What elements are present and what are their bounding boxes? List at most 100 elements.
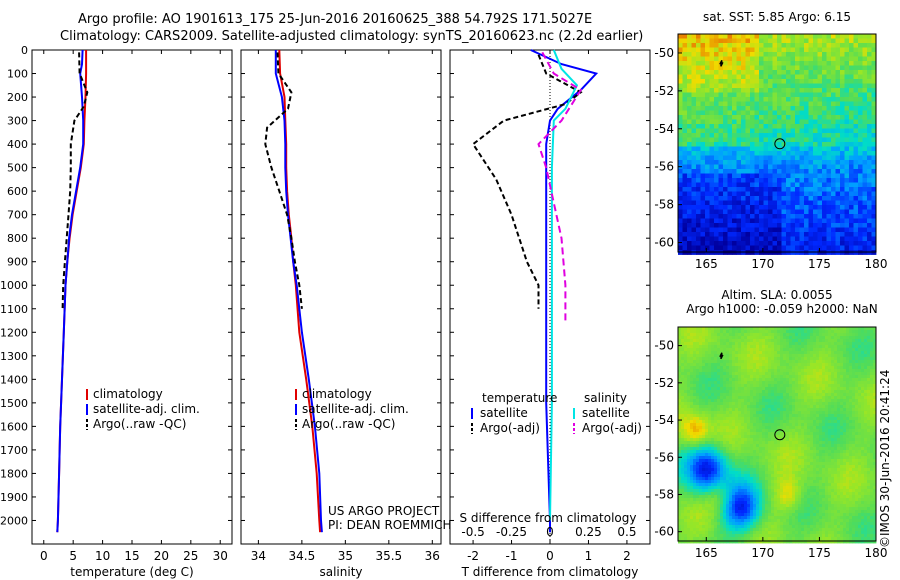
map-cell (709, 97, 715, 102)
map-cell (846, 393, 850, 397)
map-cell (723, 196, 728, 201)
map-cell (840, 196, 845, 201)
map-cell (696, 151, 701, 156)
map-cell (714, 83, 719, 89)
map-cell (696, 399, 700, 403)
map-cell (858, 191, 863, 197)
map-cell (819, 429, 823, 433)
map-cell (720, 423, 724, 427)
map-cell (870, 366, 874, 370)
map-cell (789, 402, 793, 406)
map-cell (763, 133, 769, 138)
map-cell (745, 182, 751, 188)
map-cell (768, 336, 772, 340)
map-cell (795, 369, 799, 373)
map-cell (678, 390, 682, 394)
map-cell (699, 390, 703, 394)
map-cell (826, 70, 832, 75)
map-cell (759, 354, 763, 358)
map-cell (813, 384, 817, 388)
map-cell (718, 218, 724, 224)
map-cell (754, 142, 760, 147)
map-cell (678, 426, 682, 430)
map-cell (792, 432, 796, 436)
map-cell (861, 438, 865, 442)
map-cell (700, 65, 706, 71)
map-cell (798, 408, 802, 412)
map-cell (795, 441, 799, 445)
map-cell (837, 327, 841, 331)
y-tick-label: 100 (7, 68, 28, 81)
map-cell (781, 133, 787, 138)
map-cell (700, 146, 706, 152)
map-cell (687, 83, 692, 89)
map-cell (801, 366, 805, 370)
map-cell (678, 169, 683, 174)
map-cell (756, 432, 760, 436)
map-cell (765, 381, 769, 385)
map-cell (862, 187, 868, 192)
map-cell (786, 56, 791, 62)
map-cell (808, 56, 814, 62)
map-cell (750, 441, 754, 445)
map-cell (696, 342, 700, 346)
map-cell (798, 360, 802, 364)
map-cell (735, 348, 739, 352)
map-cell (735, 390, 739, 394)
map-cell (741, 61, 746, 66)
map-cell (862, 218, 868, 224)
map-cell (837, 345, 841, 349)
map-cell (750, 169, 755, 174)
map-cell (835, 191, 841, 197)
map-cell (732, 142, 737, 147)
map-cell (705, 133, 710, 138)
map-cell (840, 218, 845, 224)
map-cell (777, 227, 782, 233)
map-cell (691, 142, 697, 147)
map-cell (798, 339, 802, 343)
map-cell (849, 236, 854, 242)
map-cell (819, 330, 823, 334)
map-cell (759, 160, 764, 165)
map-cell (741, 423, 745, 427)
map-cell (849, 124, 854, 129)
map-cell (844, 65, 850, 71)
map-cell (867, 178, 872, 183)
map-cell (711, 387, 715, 391)
map-cell (693, 360, 697, 364)
map-cell (717, 429, 721, 433)
map-cell (798, 399, 802, 403)
map-cell (835, 200, 841, 206)
map-cell (834, 342, 838, 346)
map-cell (732, 115, 737, 120)
map-cell (726, 402, 730, 406)
map-cell (678, 137, 683, 143)
map-cell (804, 363, 808, 367)
map-cell (786, 205, 791, 210)
map-cell (873, 345, 877, 349)
map-cell (849, 339, 853, 343)
map-cell (747, 384, 751, 388)
map-cell (745, 223, 751, 228)
map-cell (699, 435, 703, 439)
map-cell (768, 342, 772, 346)
map-cell (837, 396, 841, 400)
map-cell (870, 438, 874, 442)
map-cell (750, 426, 754, 430)
map-cell (822, 441, 826, 445)
map-cell (862, 200, 868, 206)
map-cell (699, 366, 703, 370)
map-cell (828, 378, 832, 382)
map-cell (726, 351, 730, 355)
map-cell (741, 333, 745, 337)
map-cell (771, 351, 775, 355)
map-cell (849, 375, 853, 379)
map-cell (819, 435, 823, 439)
map-cell (702, 339, 706, 343)
map-cell (729, 327, 733, 331)
map-cell (708, 354, 712, 358)
map-y-tick-label: -50 (654, 46, 674, 60)
map-x-tick-label: 180 (865, 257, 888, 271)
map-cell (756, 339, 760, 343)
map-cell (858, 164, 863, 170)
